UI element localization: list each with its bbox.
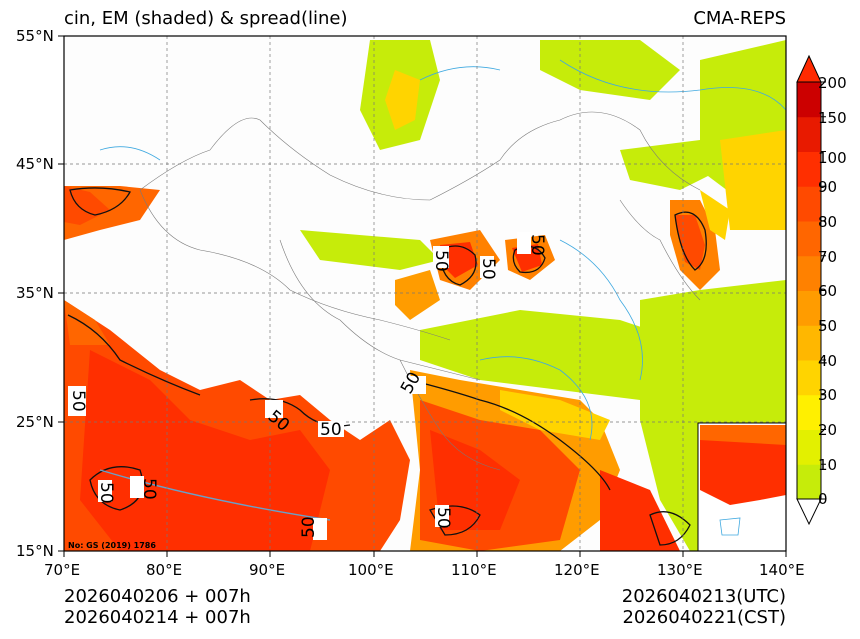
colorbar-label: 100 [818,149,847,167]
shaded-field-south-china [410,310,700,551]
colorbar-band [797,116,821,152]
rivers [99,59,786,521]
init-time-line-2: 2026040214 + 007h [64,607,251,628]
colorbar-band [797,290,821,326]
lat-label: 25°N [16,413,54,431]
spread-contour-line [67,314,201,396]
contour-label: 50 [96,482,116,504]
colorbar-band [797,151,821,187]
contour-label: 50 [433,507,453,529]
left-title: cin, EM (shaded) & spread(line) [64,8,348,29]
contour-label: 50 [320,420,342,440]
lat-label: 15°N [16,542,54,560]
colorbar-label: 150 [818,109,847,127]
lon-label: 140°E [759,561,805,579]
colorbar-band [797,429,821,465]
colorbar-label: 200 [818,74,847,92]
valid-time-cst: 2026040221(CST) [622,607,786,628]
lon-label: 130°E [657,561,703,579]
contour-label: 50 [478,258,498,280]
spread-contour-line [512,245,546,274]
right-title: CMA-REPS [693,8,786,29]
colorbar-label: 50 [818,317,838,335]
contour-label: 50 [527,234,547,256]
colorbar-bands [797,82,821,500]
contour-label: 50 [299,516,319,538]
colorbar [796,54,826,526]
spread-contour-line [409,379,611,491]
contour-label: 50 [68,390,88,412]
colorbar-label: 80 [818,213,838,231]
contour-label-masks [68,232,531,540]
lat-label: 55°N [16,27,54,45]
lon-label: 120°E [554,561,600,579]
colorbar-label: 10 [818,456,838,474]
spread-contour-line [649,511,691,546]
colorbar-band [797,394,821,430]
colorbar-label: 40 [818,352,838,370]
colorbar-band [797,325,821,361]
lat-label: 35°N [16,284,54,302]
colorbar-band [797,360,821,396]
colorbar-band [797,221,821,257]
shaded-field-north [360,40,786,230]
colorbar-ticks [821,81,826,500]
lon-label: 110°E [451,561,497,579]
shaded-field-northeast [670,190,730,290]
colorbar-band [797,186,821,222]
colorbar-label: 20 [818,421,838,439]
lat-label: 45°N [16,155,54,173]
contour-label: 50 [431,250,451,272]
spread-contour-line [439,245,477,286]
spread-contour-line [674,211,707,271]
lon-label: 90°E [249,561,286,579]
colorbar-label: 90 [818,178,838,196]
spread-contour-line [69,187,131,216]
axis-ticks [58,35,787,557]
map-approval-note: No: GS (2019) 1786 [68,541,156,550]
lon-label: 80°E [146,561,183,579]
contour-label: 50 [139,478,159,500]
colorbar-label: 30 [818,386,838,404]
colorbar-label: 0 [818,490,828,508]
colorbar-band [797,82,821,118]
colorbar-band [797,255,821,291]
colorbar-band [797,464,821,500]
map-area [64,36,786,551]
colorbar-label: 70 [818,248,838,266]
init-time-line-1: 2026040206 + 007h [64,586,251,607]
colorbar-label: 60 [818,282,838,300]
inset-map [697,422,786,551]
valid-time-utc: 2026040213(UTC) [621,586,786,607]
lon-label: 100°E [348,561,394,579]
shaded-field-south-asia [64,186,410,551]
lon-label: 70°E [44,561,81,579]
graticule [64,36,786,551]
